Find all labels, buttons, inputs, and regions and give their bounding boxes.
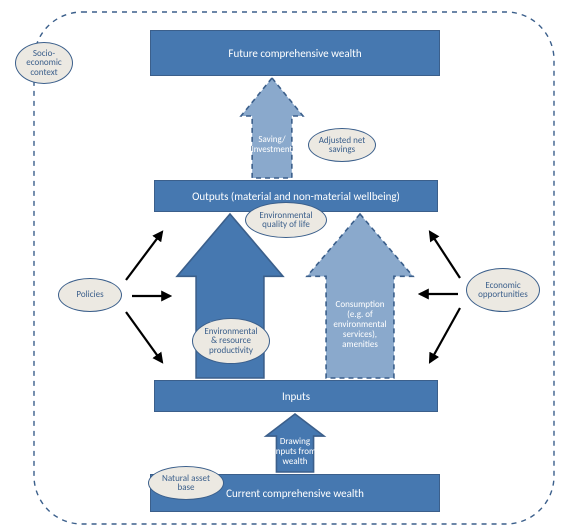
ellipse-envprod: Environmental & resource productivity [192,318,270,364]
diagram-canvas: Saving/ InvestmentProductionConsumption … [0,0,561,531]
ellipse-policies: Policies [58,278,122,312]
ellipse-natasset: Natural asset base [148,466,224,500]
ellipse-eqol: Environmental quality of life [245,202,327,238]
small-arrow-0 [126,232,162,280]
ellipse-label-socio: Socio- economic context [26,49,62,77]
ellipse-label-adjusted: Adjusted net savings [319,136,366,155]
ellipse-label-natasset: Natural asset base [162,474,210,493]
ellipse-socio: Socio- economic context [15,42,73,84]
ellipse-label-policies: Policies [76,290,103,299]
ellipse-adjusted: Adjusted net savings [308,128,376,162]
small-arrow-2 [126,312,162,362]
ellipse-label-econopp: Economic opportunities [478,281,528,300]
small-arrow-3 [430,232,460,278]
ellipse-label-envprod: Environmental & resource productivity [204,327,257,355]
small-arrow-5 [430,308,460,362]
ellipse-econopp: Economic opportunities [466,268,540,312]
ellipse-label-eqol: Environmental quality of life [259,211,312,230]
